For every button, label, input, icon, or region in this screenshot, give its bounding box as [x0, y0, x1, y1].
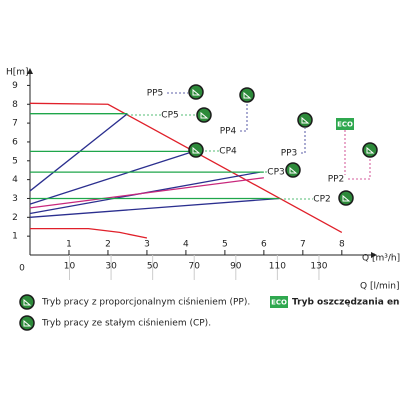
- mode-icon-glyph: [23, 298, 32, 306]
- eco-badge: [270, 296, 288, 308]
- y-tick-label: 3: [12, 194, 18, 204]
- series-label: PP3: [281, 149, 298, 159]
- mode-icon-glyph: [289, 166, 298, 174]
- y-axis-arrow: [27, 68, 33, 74]
- series-label: CP4: [219, 147, 237, 157]
- series-label: CP5: [161, 111, 178, 121]
- series-line: [29, 197, 280, 218]
- series-label: PP4: [220, 127, 237, 137]
- leader-line: [348, 158, 371, 180]
- mode-icon-glyph: [366, 146, 375, 154]
- mode-icon-glyph: [342, 194, 351, 202]
- series-line: [29, 113, 128, 192]
- y-tick-label: 6: [12, 137, 18, 147]
- eco-badge-text: ECO: [271, 299, 287, 307]
- y-tick-label: 2: [12, 213, 18, 223]
- mode-icon-glyph: [192, 88, 201, 96]
- legend-label: Tryb pracy z proporcjonalnym ciśnieniem …: [41, 297, 250, 308]
- leader-line: [301, 128, 306, 154]
- mode-icon-glyph: [192, 146, 201, 154]
- x-tick-label: 7: [300, 240, 306, 250]
- series-line: [29, 150, 194, 205]
- eco-badge-text: ECO: [337, 121, 353, 129]
- x2-tick-label: 50: [147, 262, 159, 272]
- mode-icon-glyph: [301, 116, 310, 124]
- x2-tick-label: 110: [269, 262, 286, 272]
- eco-label: Tryb oszczędzania energii: [292, 298, 400, 308]
- x2-tick-label: 70: [188, 262, 200, 272]
- x2-tick-label: 30: [105, 262, 117, 272]
- y-tick-label: 1: [12, 232, 18, 242]
- series-label: PP2: [328, 175, 345, 185]
- x-tick-label: 2: [105, 240, 111, 250]
- x-tick-label: 6: [261, 240, 267, 250]
- origin-label: 0: [19, 264, 25, 274]
- x2-tick-label: 10: [64, 262, 76, 272]
- mode-icon-glyph: [200, 111, 209, 119]
- x2-tick-label: 90: [230, 262, 242, 272]
- x-tick-label: 1: [66, 240, 72, 250]
- x-tick-label: 3: [144, 240, 150, 250]
- x-tick-label: 8: [339, 240, 345, 250]
- series-line: [29, 177, 264, 209]
- y-tick-label: 7: [12, 119, 18, 129]
- y-tick-label: 9: [12, 81, 18, 91]
- x-tick-label: 5: [222, 240, 228, 250]
- y-tick-label: 8: [12, 100, 18, 110]
- x2-axis-label: Q [l/min]: [360, 282, 399, 292]
- x-axis-label: Q [m³/h]: [362, 254, 400, 264]
- y-tick-label: 4: [12, 175, 18, 185]
- series-label: CP3: [267, 168, 284, 178]
- mode-icon-glyph: [243, 91, 252, 99]
- legend-label: Tryb pracy ze stałym ciśnieniem (CP).: [41, 318, 211, 329]
- series-label: CP2: [313, 195, 330, 205]
- y-tick-label: 5: [12, 156, 18, 166]
- mode-icon-glyph: [23, 319, 32, 327]
- x-axis-arrow: [371, 252, 377, 258]
- y-axis-label: H[m]: [6, 68, 29, 78]
- leader-line: [240, 102, 248, 132]
- series-line: [29, 102, 343, 233]
- x-tick-label: 4: [183, 240, 189, 250]
- eco-badge: [336, 118, 354, 130]
- x2-tick-label: 130: [310, 262, 327, 272]
- series-label: PP5: [147, 89, 164, 99]
- series-line: [30, 227, 148, 239]
